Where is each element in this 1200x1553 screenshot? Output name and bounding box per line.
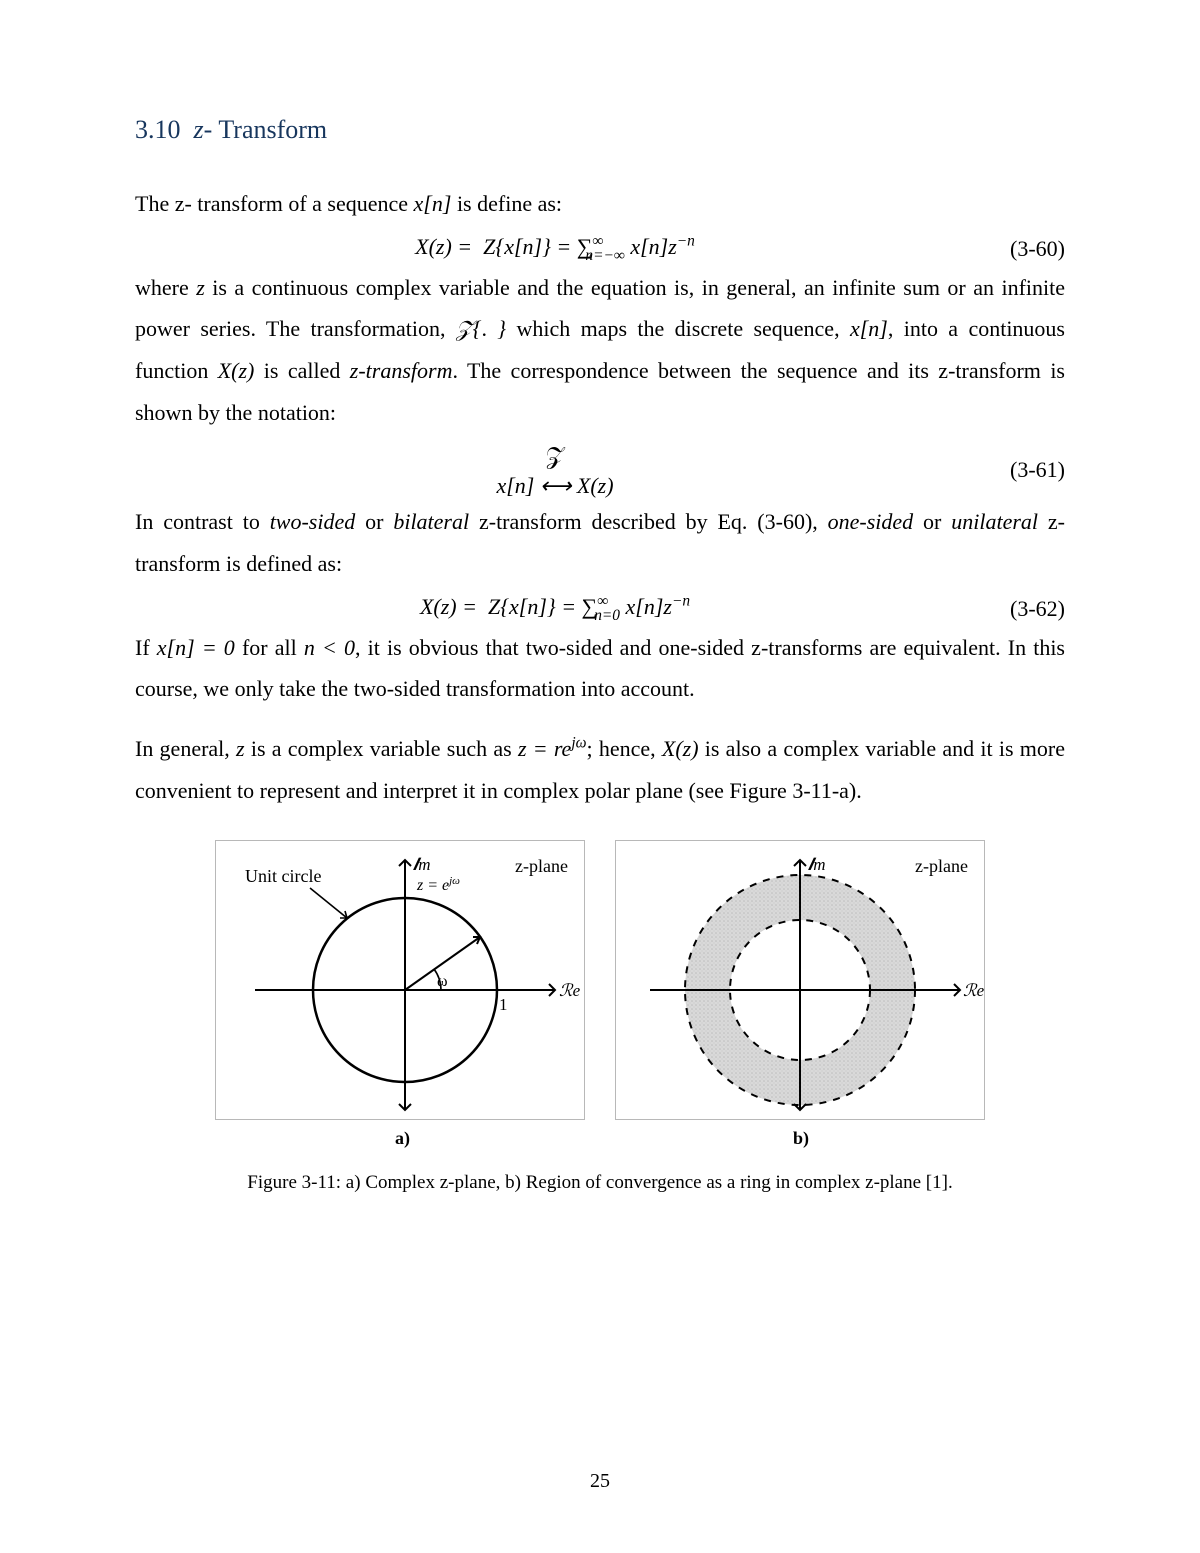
label-unit-circle: Unit circle <box>245 866 321 886</box>
paragraph-1: The z- transform of a sequence x[n] is d… <box>135 183 1065 225</box>
p3b: two-sided <box>270 509 356 534</box>
math-xn: x[n] <box>414 191 452 216</box>
label-zplane-a: z-plane <box>515 856 568 876</box>
eq62-number: (3-62) <box>975 596 1065 622</box>
label-im-a: 𝑰m <box>413 855 431 874</box>
heading-z: z <box>194 115 204 144</box>
paragraph-2: where z is a continuous complex variable… <box>135 267 1065 434</box>
label-im-b: 𝑰m <box>808 855 826 874</box>
p2f: z-transform <box>350 358 453 383</box>
p3f: one-sided <box>828 509 914 534</box>
p5b: is a complex variable such as <box>245 736 518 761</box>
page: 3.10 z- Transform The z- transform of a … <box>0 0 1200 1553</box>
panel-b-label: b) <box>793 1128 809 1149</box>
math-zrejw: z = rejω <box>518 736 587 761</box>
math-nlt0: n < 0 <box>304 635 355 660</box>
equation-3-62: X(z) = Z{x[n]} = ∑∞n=0 x[n]z−n (3-62) <box>135 593 1065 625</box>
equation-3-61: 𝒵 x[n] ⟷ X(z) (3-61) <box>135 442 1065 500</box>
p5c: ; hence, <box>586 736 661 761</box>
eq60-number: (3-60) <box>975 236 1065 262</box>
label-one: 1 <box>499 995 508 1014</box>
p4b: for all <box>235 635 304 660</box>
p2a: where <box>135 275 196 300</box>
eq61-top: 𝒵 <box>546 444 564 470</box>
page-number: 25 <box>0 1470 1200 1493</box>
eq62-body: X(z) = Z{x[n]} = ∑∞n=0 x[n]z−n <box>135 593 975 625</box>
label-re-b: ℛe <box>963 981 985 1000</box>
p3a: In contrast to <box>135 509 270 534</box>
section-heading: 3.10 z- Transform <box>135 115 1065 145</box>
math-Zcurly: 𝒵{. } <box>456 316 506 341</box>
eq61-bottom: x[n] ⟷ X(z) <box>496 473 613 498</box>
label-re-a: ℛe <box>559 981 581 1000</box>
eq60-body: X(z) = Z{x[n]} = ∑∞n=−∞ x[n]z−n <box>135 233 975 265</box>
label-zplane-b: z-plane <box>915 856 968 876</box>
p5a: In general, <box>135 736 236 761</box>
figure-caption: Figure 3-11: a) Complex z-plane, b) Regi… <box>135 1172 1065 1194</box>
panel-a-label: a) <box>395 1128 410 1149</box>
eq61-body: 𝒵 x[n] ⟷ X(z) <box>135 442 975 500</box>
figure-panel-b: 𝑰m z-plane ℛe b) <box>615 840 985 1150</box>
paragraph-4: If x[n] = 0 for all n < 0, it is obvious… <box>135 627 1065 711</box>
equation-3-60: X(z) = Z{x[n]} = ∑∞n=−∞ x[n]z−n (3-60) <box>135 233 1065 265</box>
paragraph-5: In general, z is a complex variable such… <box>135 728 1065 812</box>
heading-rest: - Transform <box>204 115 328 144</box>
p1b: is define as: <box>451 191 562 216</box>
math-z: z <box>196 275 205 300</box>
heading-number: 3.10 <box>135 115 181 144</box>
eq61-number: (3-61) <box>975 457 1065 483</box>
p3d: bilateral <box>393 509 469 534</box>
math-xn0: x[n] = 0 <box>157 635 235 660</box>
p1a: The z- transform of a sequence <box>135 191 414 216</box>
label-omega: ω <box>437 973 448 990</box>
p3g: or <box>913 509 951 534</box>
p3e: z-transform described by Eq. (3-60), <box>469 509 828 534</box>
math-Xz: X(z) <box>218 358 255 383</box>
math-xn2: x[n] <box>850 316 888 341</box>
math-z2: z <box>236 736 245 761</box>
figure-panel-a: Unit circle 𝑰m z-plane ℛe z = ejω ω 1 a) <box>215 840 585 1150</box>
p2e: is called <box>254 358 349 383</box>
p3c: or <box>355 509 393 534</box>
figure-3-11: Unit circle 𝑰m z-plane ℛe z = ejω ω 1 a) <box>135 840 1065 1150</box>
p3h: unilateral <box>951 509 1038 534</box>
p4a: If <box>135 635 157 660</box>
p2c: which maps the discrete sequence, <box>506 316 850 341</box>
math-Xz2: X(z) <box>662 736 699 761</box>
paragraph-3: In contrast to two-sided or bilateral z-… <box>135 501 1065 585</box>
